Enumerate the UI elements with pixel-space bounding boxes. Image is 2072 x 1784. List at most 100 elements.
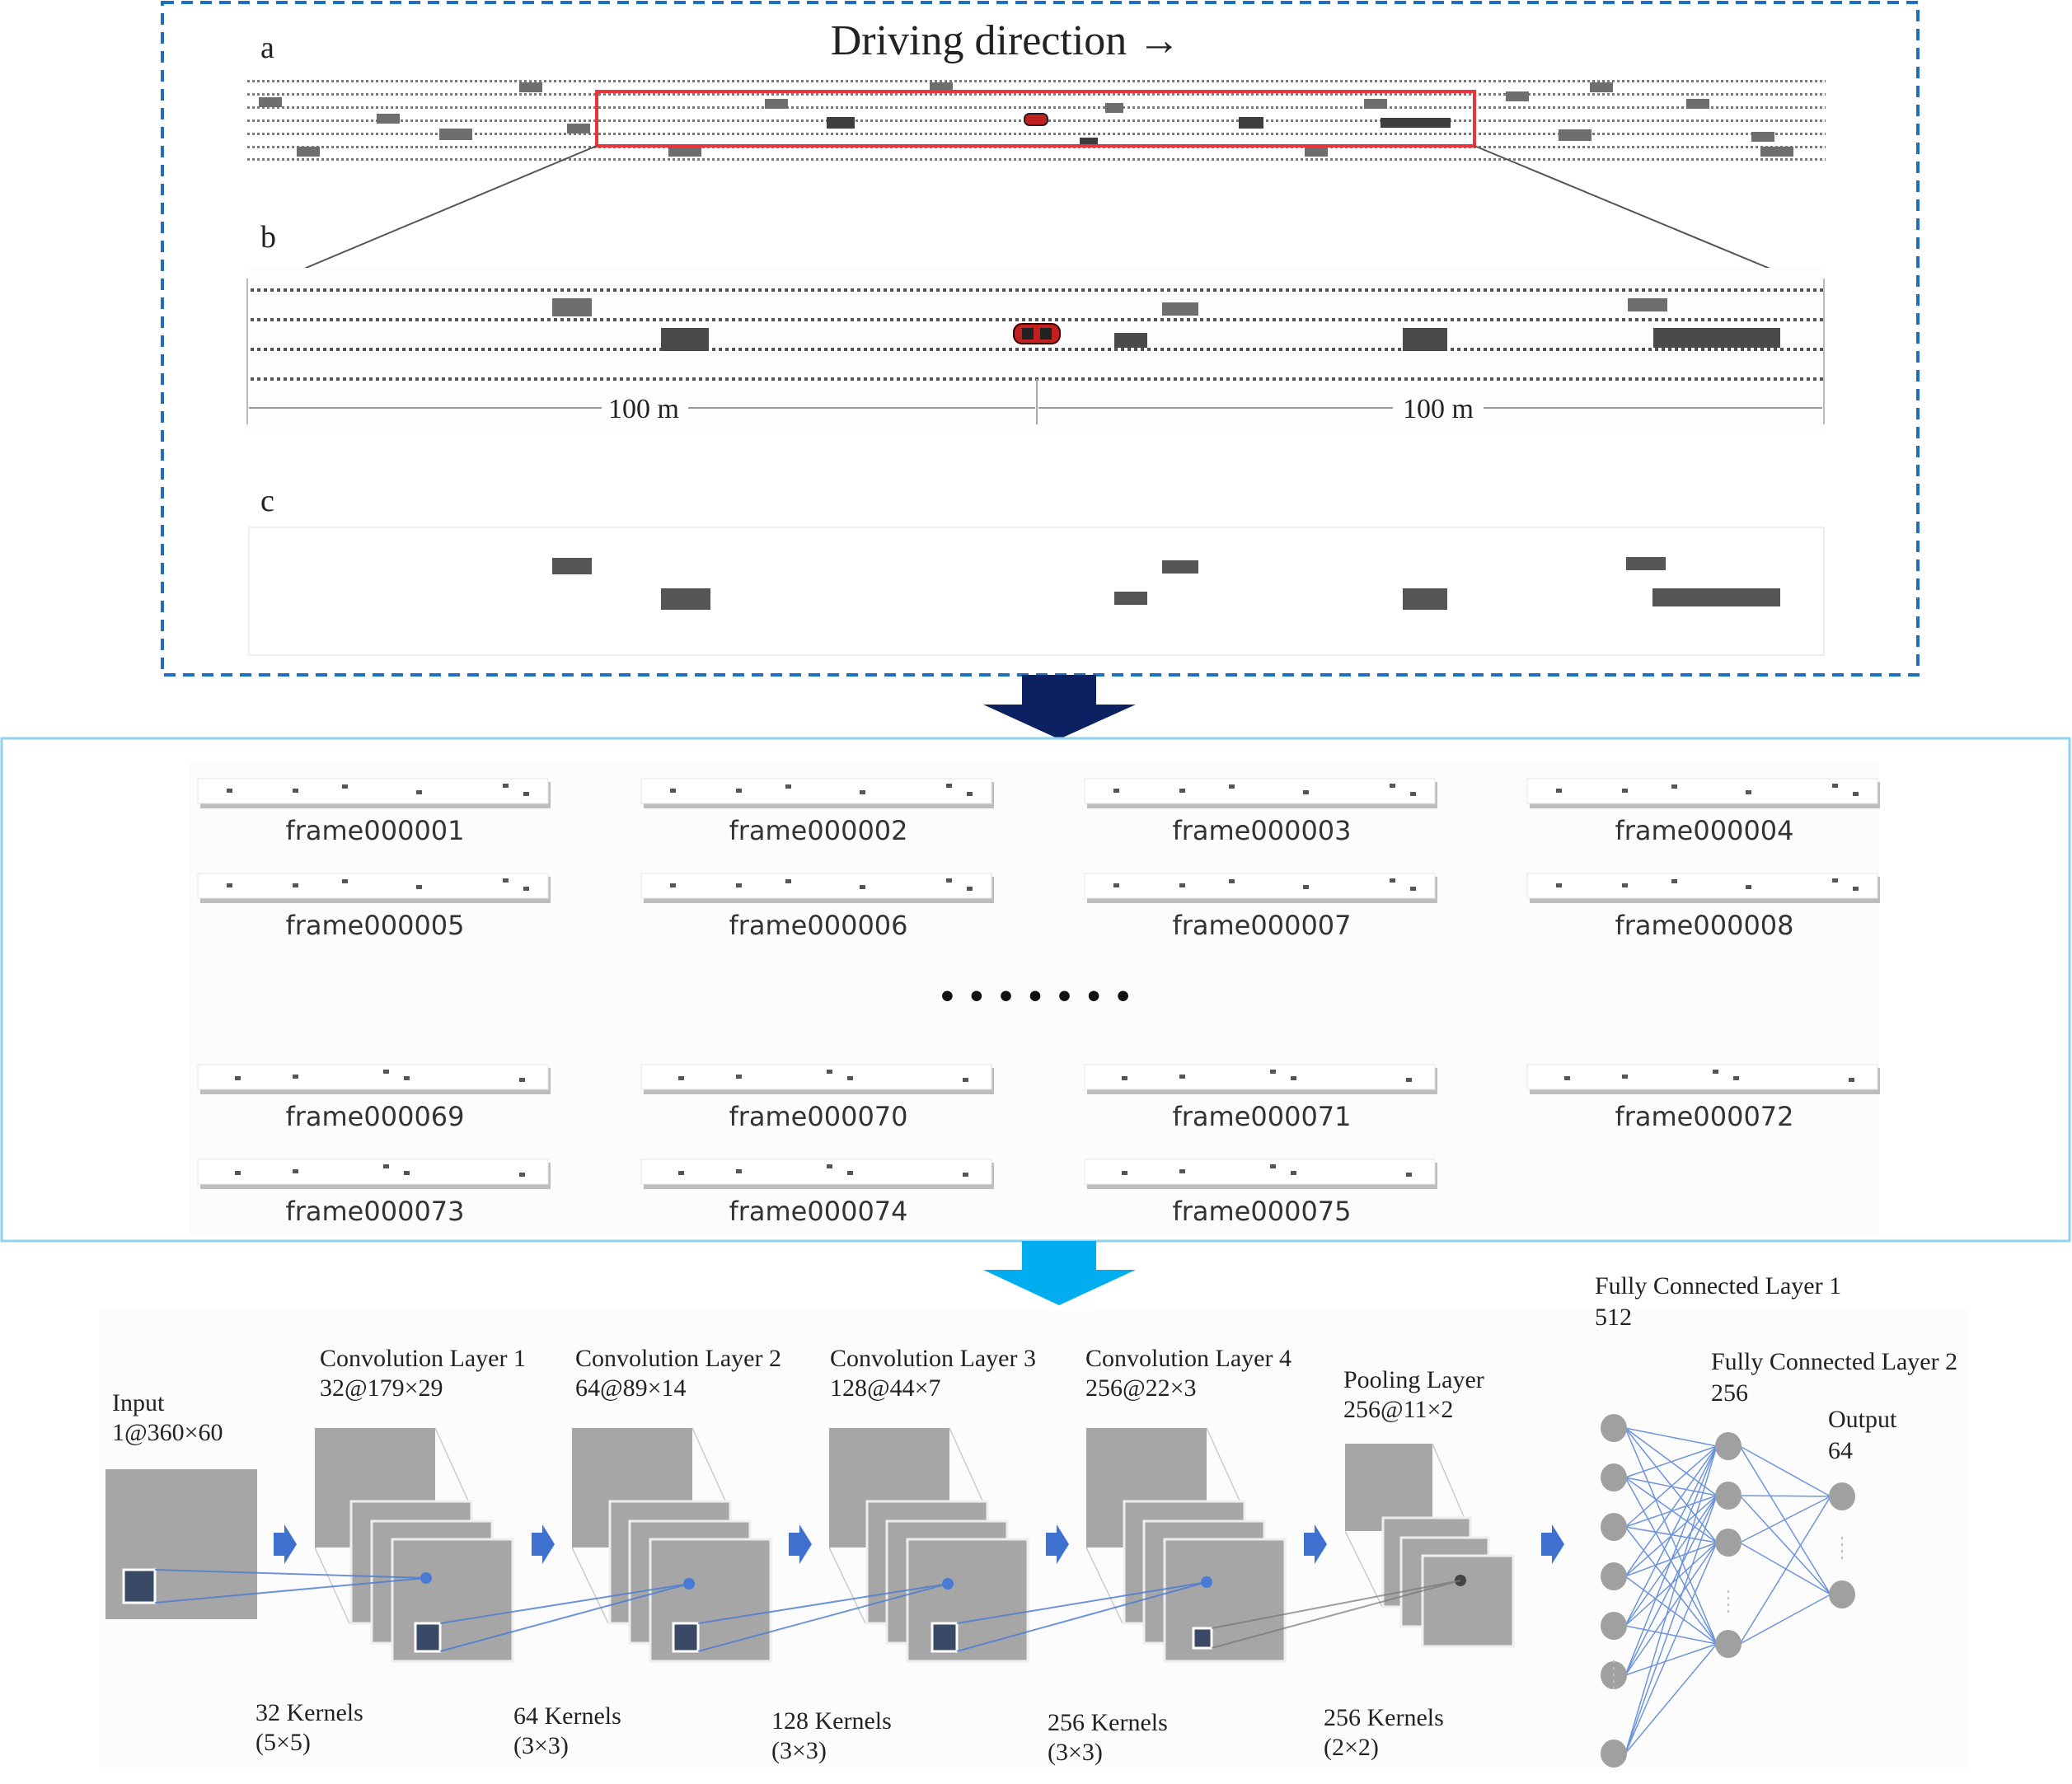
frame-thumbnail: frame000001 <box>197 778 551 846</box>
frame-label: frame000075 <box>1172 1196 1351 1227</box>
conv4-kernel-size: (3×3) <box>1048 1739 1103 1766</box>
frame-label: frame000071 <box>1172 1101 1351 1132</box>
conv3-kernels: 128 Kernels <box>771 1707 892 1735</box>
neuron-node <box>1601 1513 1627 1541</box>
frame-thumbnail: frame000071 <box>1084 1064 1437 1132</box>
scene-panel: a Driving direction → <box>161 1 1920 677</box>
frame-thumbnail: frame000005 <box>197 873 551 941</box>
binary-image <box>248 527 1825 656</box>
frame-label: frame000006 <box>729 910 907 941</box>
neuron-node <box>1715 1630 1742 1658</box>
ego-vehicle-overview <box>1024 113 1048 126</box>
conv2-kernel-size: (3×3) <box>513 1732 569 1759</box>
frame-thumbnail: frame000075 <box>1084 1159 1437 1227</box>
conv1-title: Convolution Layer 1 <box>320 1345 526 1372</box>
frame-label: frame000073 <box>285 1196 464 1227</box>
driving-direction-title: Driving direction → <box>831 17 1181 64</box>
receptive-field-lines <box>154 1569 1207 1652</box>
conv4-title: Convolution Layer 4 <box>1085 1345 1291 1372</box>
frame-thumbnail: frame000070 <box>640 1064 994 1132</box>
distance-behind: 100 m <box>608 394 679 424</box>
frame-label: frame000007 <box>1172 910 1351 941</box>
fc1-units: 512 <box>1595 1304 1632 1331</box>
frame-thumbnail: frame000072 <box>1526 1064 1880 1132</box>
conv2-block: Convolution Layer 2 64@89×14 64 Kernels … <box>513 1345 781 1759</box>
pool-kernels: 256 Kernels <box>1324 1704 1444 1731</box>
distance-ahead: 100 m <box>1403 394 1474 424</box>
frame-thumbnail: frame000004 <box>1526 778 1880 846</box>
arrow-to-cnn-icon <box>983 1241 1136 1305</box>
conv3-kernel-size: (3×3) <box>771 1737 827 1764</box>
neuron-node <box>1715 1482 1742 1510</box>
road-overview <box>247 80 1826 291</box>
pooling-block: Pooling Layer 256@11×2 256 Kernels (2×2) <box>1324 1366 1515 1761</box>
ego-vehicle <box>1013 323 1061 344</box>
frame-thumbnail: frame000007 <box>1084 873 1437 941</box>
label-a: a <box>260 30 274 65</box>
input-shape: 1@360×60 <box>112 1419 223 1446</box>
frame-label: frame000072 <box>1615 1101 1793 1132</box>
conv2-title: Convolution Layer 2 <box>575 1345 781 1372</box>
frame-label: frame000005 <box>285 910 464 941</box>
neuron-node <box>1601 1463 1627 1491</box>
conv1-kernel-size: (5×5) <box>255 1729 311 1756</box>
frames-panel <box>0 737 2071 1243</box>
conv3-block: Convolution Layer 3 128@44×7 128 Kernels… <box>771 1345 1036 1764</box>
frame-label: frame000002 <box>729 815 907 846</box>
frame-grid: frame000001 frame000002 frame000003 frame00… <box>197 778 1880 1227</box>
neuron-node <box>1829 1482 1855 1510</box>
conv3-title: Convolution Layer 3 <box>830 1345 1036 1372</box>
focus-window <box>595 90 1476 147</box>
step-arrow-icons <box>274 1524 1564 1564</box>
arrow-to-frames-icon <box>983 675 1136 739</box>
frame-label: frame000004 <box>1615 815 1793 846</box>
frame-thumbnail: frame000006 <box>640 873 994 941</box>
pool-shape: 256@11×2 <box>1343 1396 1453 1423</box>
conv3-shape: 128@44×7 <box>830 1374 941 1402</box>
neuron-node <box>1829 1580 1855 1608</box>
output-title: Output <box>1828 1406 1897 1433</box>
fc2-title: Fully Connected Layer 2 <box>1711 1348 1957 1375</box>
conv1-kernels: 32 Kernels <box>255 1699 363 1726</box>
input-title: Input <box>112 1389 165 1416</box>
conv4-kernels: 256 Kernels <box>1048 1709 1168 1736</box>
cnn-diagram: Input 1@360×60 Convolution Layer 1 32@17… <box>99 1272 1970 1772</box>
frame-label: frame000008 <box>1615 910 1793 941</box>
frame-label: frame000069 <box>285 1101 464 1132</box>
frame-thumbnail: frame000069 <box>197 1064 551 1132</box>
neuron-node <box>1601 1562 1627 1590</box>
conv1-block: Convolution Layer 1 32@179×29 32 Kernels… <box>255 1345 526 1756</box>
frame-thumbnail: frame000074 <box>640 1159 994 1227</box>
frame-thumbnail: frame000003 <box>1084 778 1437 846</box>
neuron-node <box>1601 1414 1627 1442</box>
frame-label: frame000001 <box>285 815 464 846</box>
frame-thumbnail: frame000002 <box>640 778 994 846</box>
conv4-shape: 256@22×3 <box>1085 1374 1197 1402</box>
output-units: 64 <box>1828 1437 1853 1464</box>
frame-label: frame000070 <box>729 1101 907 1132</box>
neuron-node <box>1601 1740 1627 1768</box>
neuron-node <box>1601 1612 1627 1640</box>
conv2-shape: 64@89×14 <box>575 1374 687 1402</box>
fc2-units: 256 <box>1711 1379 1748 1407</box>
frame-thumbnail: frame000008 <box>1526 873 1880 941</box>
label-c: c <box>260 484 274 518</box>
frames-ellipsis: • • • • • • • <box>938 981 1132 1014</box>
neuron-node <box>1715 1432 1742 1460</box>
road-detail: 100 m 100 m <box>246 268 1826 433</box>
neuron-node <box>1715 1529 1742 1557</box>
frame-thumbnail: frame000073 <box>197 1159 551 1227</box>
frame-label: frame000003 <box>1172 815 1351 846</box>
fc-nodes <box>1601 1414 1855 1768</box>
pool-kernel-size: (2×2) <box>1324 1734 1379 1761</box>
input-kernel <box>122 1568 157 1604</box>
conv1-shape: 32@179×29 <box>320 1374 443 1402</box>
fc-connections <box>1624 1427 1831 1754</box>
pool-title: Pooling Layer <box>1343 1366 1484 1393</box>
overview-vehicles <box>259 82 1793 157</box>
conv2-kernels: 64 Kernels <box>513 1702 621 1730</box>
label-b: b <box>260 220 276 255</box>
frame-label: frame000074 <box>729 1196 907 1227</box>
fc1-title: Fully Connected Layer 1 <box>1595 1272 1841 1299</box>
